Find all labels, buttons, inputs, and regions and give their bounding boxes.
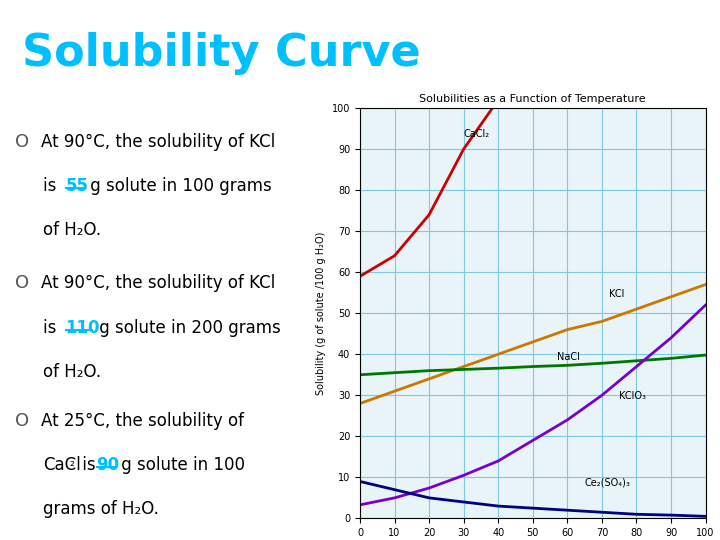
Text: ₂: ₂	[69, 456, 74, 469]
Text: g solute in 100: g solute in 100	[116, 456, 245, 474]
Text: 90: 90	[96, 456, 120, 474]
Text: Ce₂(SO₄)₃: Ce₂(SO₄)₃	[585, 477, 631, 488]
Text: KClO₃: KClO₃	[619, 392, 647, 401]
Text: grams of H₂O.: grams of H₂O.	[43, 500, 159, 518]
Text: of H₂O.: of H₂O.	[43, 363, 102, 381]
Text: At 90°C, the solubility of KCl: At 90°C, the solubility of KCl	[41, 133, 276, 151]
Text: At 90°C, the solubility of KCl: At 90°C, the solubility of KCl	[41, 274, 276, 292]
Text: O: O	[15, 133, 29, 151]
Text: CaCl: CaCl	[43, 456, 81, 474]
Text: NaCl: NaCl	[557, 353, 580, 362]
Text: O: O	[15, 274, 29, 292]
Text: Solubility Curve: Solubility Curve	[22, 32, 420, 75]
Text: of H₂O.: of H₂O.	[43, 221, 102, 239]
Text: is: is	[43, 177, 62, 195]
Text: O: O	[15, 411, 29, 430]
Y-axis label: Solubility (g of solute /100 g H₂O): Solubility (g of solute /100 g H₂O)	[316, 232, 326, 395]
Text: KCl: KCl	[609, 289, 624, 299]
Title: Solubilities as a Function of Temperature: Solubilities as a Function of Temperatur…	[420, 94, 646, 104]
Text: 110: 110	[66, 319, 100, 336]
Text: is: is	[77, 456, 101, 474]
Text: 55: 55	[66, 177, 89, 195]
Text: g solute in 100 grams: g solute in 100 grams	[86, 177, 272, 195]
Text: g solute in 200 grams: g solute in 200 grams	[94, 319, 280, 336]
Text: CaCl₂: CaCl₂	[464, 129, 490, 139]
Text: At 25°C, the solubility of: At 25°C, the solubility of	[41, 411, 244, 430]
Text: is: is	[43, 319, 62, 336]
